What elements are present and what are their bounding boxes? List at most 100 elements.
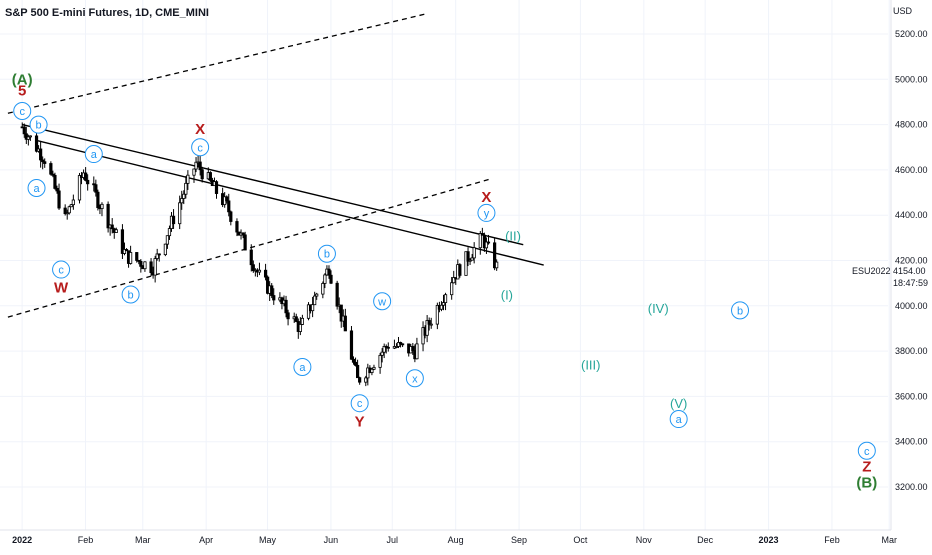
candle — [484, 237, 489, 254]
candle-body — [241, 232, 245, 236]
wave-label-circle: b — [731, 301, 750, 320]
candle — [110, 218, 114, 234]
solid-trendline[interactable] — [36, 139, 544, 266]
candle-body — [335, 282, 339, 307]
candle-body — [284, 299, 288, 314]
candle-body — [329, 274, 333, 284]
grid-layer — [0, 0, 890, 530]
dashed-trendline[interactable] — [7, 178, 491, 318]
candle — [86, 174, 90, 191]
candle — [443, 292, 448, 311]
candle-body — [63, 207, 67, 215]
candle-body — [192, 168, 196, 176]
candle-body — [484, 241, 489, 249]
candle — [243, 231, 247, 251]
candle — [470, 253, 474, 261]
candle — [370, 368, 374, 376]
candle-layer — [20, 122, 499, 387]
candle-body — [470, 257, 474, 261]
candle-body — [96, 191, 100, 209]
candle-body — [398, 342, 403, 345]
candle-body — [194, 161, 198, 170]
wave-circle-text: b — [36, 120, 42, 132]
candle-body — [51, 173, 55, 176]
candle — [225, 195, 229, 204]
candle — [472, 242, 476, 264]
price-axis[interactable]: 5200.00 5000.00 4800.00 4600.00 4400.00 4200.… — [895, 29, 928, 492]
candle — [182, 190, 186, 205]
candle — [92, 176, 96, 192]
wave-label-red: X — [195, 121, 205, 138]
candle — [450, 277, 454, 300]
wave-circle-text: c — [58, 265, 64, 277]
wave-label-circle: x — [405, 369, 424, 388]
wave-circle — [317, 244, 336, 263]
candle — [84, 167, 88, 182]
candle — [480, 227, 484, 236]
last-price-block: ESU2022 4154.00 18:47:59 — [852, 266, 928, 288]
candle-body — [53, 174, 57, 189]
candle — [272, 288, 276, 305]
candle — [178, 195, 182, 230]
candle — [380, 348, 384, 363]
time-tick-label: Feb — [78, 535, 94, 545]
candle — [143, 261, 147, 272]
wave-circle — [731, 301, 750, 320]
candle-body — [321, 283, 325, 295]
candle — [464, 251, 468, 276]
wave-label-circle: a — [669, 410, 688, 429]
candle-body — [251, 264, 255, 272]
price-tick-label: 3800.00 — [895, 346, 928, 356]
currency-label: USD — [893, 6, 913, 16]
candle — [55, 185, 59, 194]
wave-circle-text: c — [357, 398, 363, 410]
candle — [26, 134, 30, 146]
candle-body — [57, 190, 61, 209]
candle — [139, 259, 143, 273]
price-tick-label: 4000.00 — [895, 301, 928, 311]
symbol-badge: ESU2022 — [852, 266, 891, 276]
candle — [200, 166, 204, 183]
candle-body — [300, 317, 304, 325]
candle-body — [441, 302, 446, 306]
time-tick-label: Oct — [573, 535, 588, 545]
candle — [157, 253, 161, 262]
candle-body — [28, 135, 33, 138]
wave-circle — [669, 410, 688, 429]
countdown-label: 18:47:59 — [893, 278, 928, 288]
time-axis[interactable]: 2022 Feb Mar Apr May Jun Jul Aug Sep Oct Nov Dec 202… — [12, 535, 897, 545]
price-tick-label: 5200.00 — [895, 29, 928, 39]
candle-body — [353, 361, 358, 366]
candle — [257, 262, 262, 276]
wave-label-circle: c — [857, 441, 876, 460]
candle-body — [472, 247, 476, 259]
candle — [227, 193, 231, 217]
candle-body — [208, 172, 212, 181]
candle — [192, 168, 196, 183]
candle-body — [364, 377, 368, 383]
candle-body — [41, 159, 45, 163]
candle-body — [106, 203, 110, 229]
candle-body — [69, 204, 73, 208]
candle — [311, 296, 315, 318]
candle — [398, 341, 403, 348]
candle-body — [272, 295, 276, 301]
candle — [263, 263, 268, 281]
candle — [155, 248, 159, 261]
candle-body — [139, 260, 143, 267]
candle-body — [39, 148, 43, 161]
candle — [94, 179, 98, 197]
candle — [421, 321, 425, 352]
candle — [28, 135, 33, 141]
candle — [270, 283, 274, 299]
candle — [167, 225, 172, 240]
wave-label-red: Y — [355, 413, 365, 430]
candle-body — [339, 304, 343, 322]
candle-body — [135, 252, 139, 261]
solid-trendline[interactable] — [22, 123, 524, 246]
candle-body — [178, 202, 182, 225]
candle-body — [235, 221, 239, 233]
candle-body — [124, 249, 129, 252]
